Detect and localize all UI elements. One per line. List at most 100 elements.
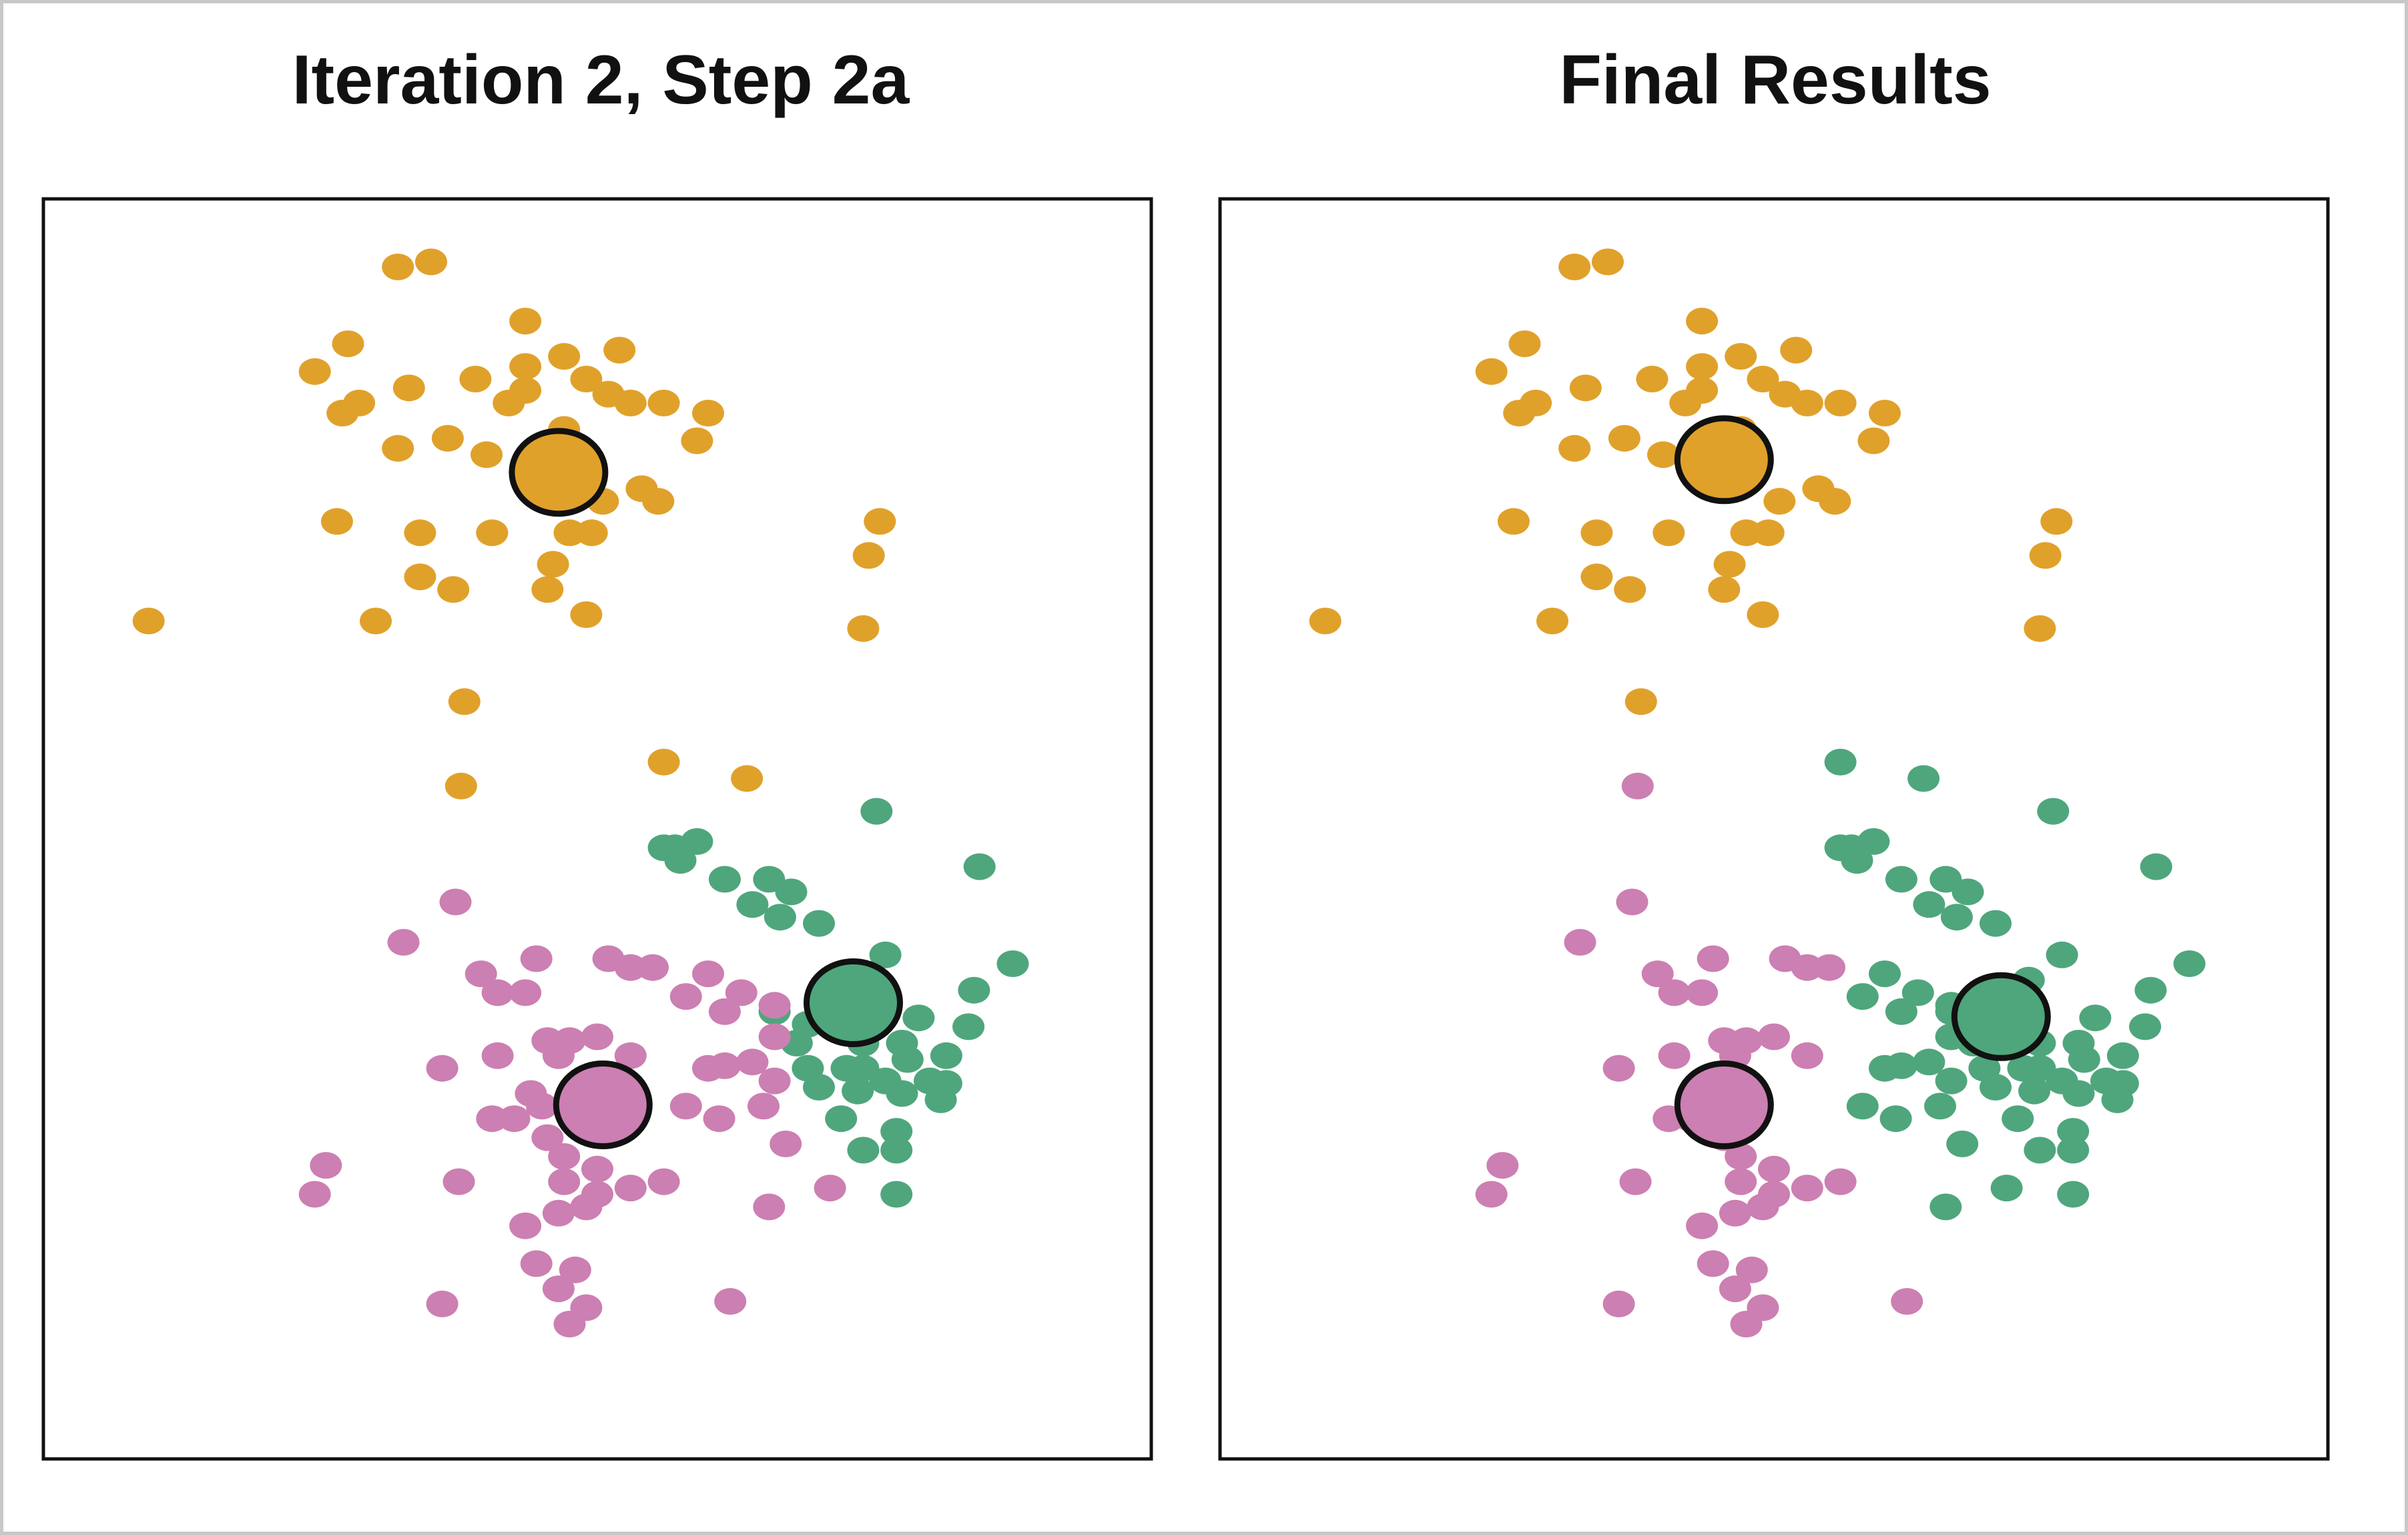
data-point: [1885, 1052, 1917, 1079]
data-point: [1658, 1042, 1691, 1069]
data-point: [614, 954, 647, 981]
data-point: [614, 1175, 647, 1202]
data-point: [2029, 542, 2062, 569]
data-point: [360, 607, 392, 635]
data-point: [681, 828, 713, 855]
data-point: [570, 366, 603, 392]
data-point: [542, 1275, 575, 1303]
data-point: [1686, 1212, 1719, 1239]
data-point: [437, 576, 470, 603]
data-point: [1592, 248, 1624, 276]
data-point: [448, 688, 481, 715]
data-point: [880, 1118, 913, 1145]
data-point: [531, 1124, 564, 1151]
data-point: [442, 1168, 475, 1195]
data-point: [669, 1093, 702, 1120]
data-point: [603, 336, 636, 364]
data-point: [581, 1023, 613, 1050]
data-point: [1624, 688, 1657, 715]
data-point: [891, 1046, 924, 1073]
centroid-orange-right: [1674, 415, 1774, 505]
data-point: [1558, 254, 1591, 280]
data-point: [1608, 424, 1640, 452]
data-point: [548, 1143, 581, 1170]
plot-area-left: [41, 197, 1153, 1461]
data-point: [520, 1250, 553, 1277]
data-point: [481, 1042, 514, 1069]
data-point: [2173, 950, 2206, 977]
data-point: [509, 308, 542, 335]
data-point: [692, 960, 724, 988]
data-point: [1725, 343, 1757, 370]
data-point: [1697, 1250, 1729, 1277]
data-point: [1879, 1105, 1912, 1133]
data-point: [1819, 488, 1851, 515]
data-point: [404, 563, 436, 591]
data-point: [1968, 1054, 2001, 1082]
data-point: [382, 254, 414, 280]
data-point: [869, 941, 902, 968]
data-point: [647, 389, 680, 416]
data-point: [902, 1004, 935, 1032]
data-point: [1564, 928, 1596, 956]
data-point: [465, 960, 497, 988]
data-point: [498, 1105, 531, 1133]
data-point: [1558, 434, 1591, 462]
data-point: [2046, 941, 2078, 968]
data-point: [830, 1054, 863, 1082]
data-point: [1647, 441, 1679, 469]
data-point: [1569, 374, 1602, 402]
data-point: [570, 601, 603, 628]
data-point: [1824, 748, 1857, 776]
data-point: [1758, 1023, 1790, 1050]
data-point: [775, 878, 808, 906]
data-point: [1520, 389, 1552, 416]
data-point: [476, 1105, 509, 1133]
data-point: [1841, 847, 1873, 874]
data-point: [1697, 945, 1729, 972]
data-point: [1791, 954, 1823, 981]
data-point: [1913, 891, 1945, 918]
data-point: [880, 1137, 913, 1164]
data-point: [2079, 1004, 2112, 1032]
data-point: [1309, 607, 1341, 635]
data-point: [1990, 1175, 2023, 1202]
data-point: [2106, 1042, 2139, 1069]
data-point: [548, 343, 581, 370]
data-point: [1725, 1143, 1757, 1170]
data-point: [825, 1105, 858, 1133]
data-point: [1652, 519, 1685, 547]
data-point: [736, 1048, 769, 1076]
data-point: [880, 1181, 913, 1208]
data-point: [1846, 983, 1879, 1010]
data-point: [1636, 366, 1669, 392]
data-point: [320, 508, 353, 535]
data-point: [2057, 1181, 2090, 1208]
data-point: [1580, 563, 1613, 591]
data-point: [1752, 519, 1785, 547]
data-point: [575, 519, 608, 547]
data-point: [520, 945, 553, 972]
data-point: [1686, 377, 1719, 404]
data-point: [426, 1054, 459, 1082]
data-point: [1475, 358, 1508, 385]
data-point: [725, 979, 758, 1006]
data-point: [382, 434, 414, 462]
data-point: [1719, 1275, 1751, 1303]
data-point: [1614, 576, 1646, 603]
data-point: [2101, 1086, 2134, 1113]
data-point: [1508, 330, 1541, 358]
data-point: [531, 576, 564, 603]
data-point: [1929, 1193, 1962, 1221]
centroid-orange-left: [509, 428, 609, 517]
data-point: [2129, 1013, 2162, 1040]
data-point: [952, 1013, 985, 1040]
data-point: [1846, 1093, 1879, 1120]
centroid-green-right: [1951, 972, 2051, 1061]
data-point: [310, 1152, 342, 1179]
data-point: [2018, 1077, 2051, 1105]
data-point: [343, 389, 376, 416]
data-point: [132, 607, 165, 635]
data-point: [459, 366, 492, 392]
